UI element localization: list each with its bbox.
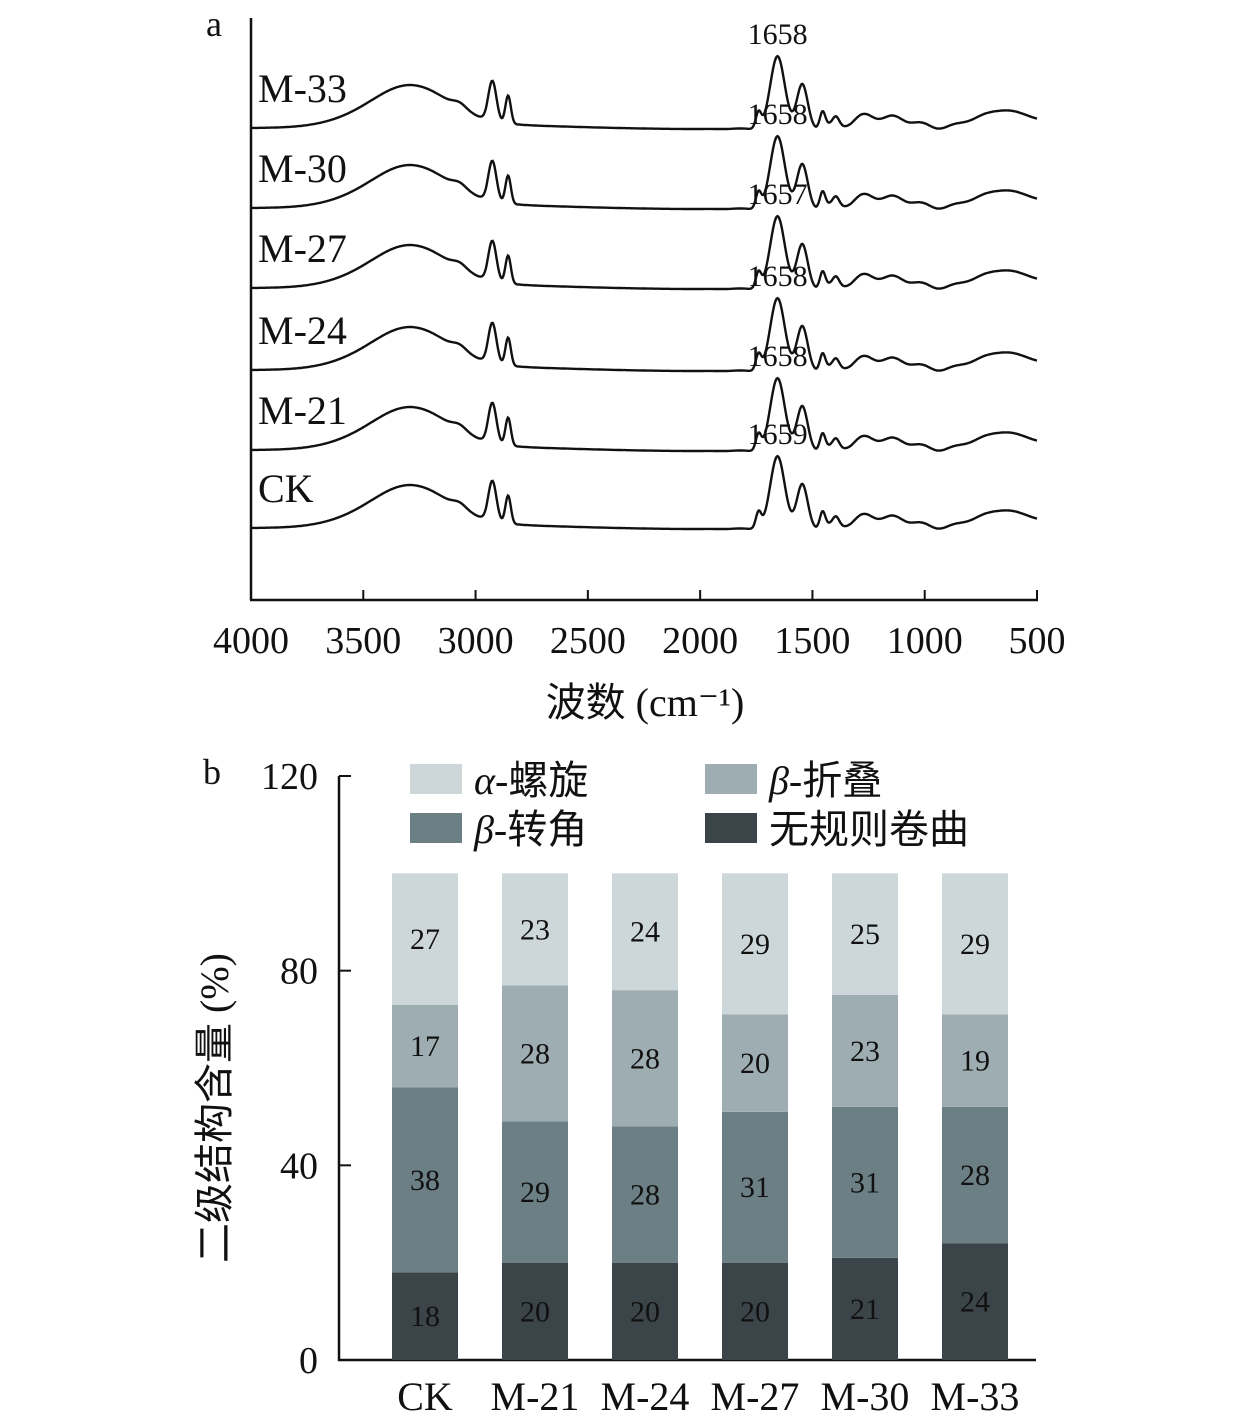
legend-swatch [410, 813, 462, 843]
panel-a-x-tick-label: 3000 [438, 620, 514, 662]
bar-segment-value-label: 25 [850, 918, 880, 951]
bar-segment-value-label: 24 [630, 916, 660, 949]
legend-swatch [410, 764, 462, 794]
bar-segment [502, 985, 568, 1122]
bar-segment-value-label: 31 [740, 1171, 770, 1204]
legend-swatch [705, 813, 757, 843]
spectrum-line [251, 296, 1038, 373]
spectrum-series-label: M-33 [258, 66, 347, 111]
spectrum-line [251, 376, 1038, 453]
bar-segment-value-label: 38 [410, 1164, 440, 1197]
panel-a-x-tick-label: 2000 [662, 620, 738, 662]
panel-b-stacked-bar-chart: b 0 40 80 120 18 38 17 27 20 29 28 23 20 28 28 24 20 31 2… [192, 752, 1036, 1419]
bar-segment-value-label: 21 [850, 1293, 880, 1326]
panel-b-category-label: M-21 [491, 1374, 580, 1419]
bar-segment-value-label: 20 [520, 1295, 550, 1328]
bar-segment [392, 873, 458, 1005]
legend-entry-label: β-折叠 [768, 758, 882, 803]
bar-segment [392, 1272, 458, 1360]
bar-segment-value-label: 28 [520, 1037, 550, 1070]
bar-segment-value-label: 23 [850, 1035, 880, 1068]
spectrum-line [251, 54, 1038, 131]
bar-segment-value-label: 28 [630, 1042, 660, 1075]
bar-segment [832, 995, 898, 1107]
panel-a-letter: a [206, 4, 222, 44]
bar-segment [722, 873, 788, 1015]
bar-segment [942, 1014, 1008, 1107]
panel-a-ftir-chart: a 4000 3500 3000 2500 2000 1500 1000 500 M-33 16… [206, 4, 1066, 725]
bar-segment [722, 1262, 788, 1360]
bar-segment-value-label: 29 [740, 928, 770, 961]
bar-segment [612, 873, 678, 991]
panel-b-category-label: M-30 [821, 1374, 910, 1419]
peak-label: 1658 [748, 260, 808, 293]
peak-label: 1659 [748, 418, 808, 451]
spectrum-line [251, 214, 1038, 291]
bar-segment [502, 1262, 568, 1360]
legend-entry-label: α-螺旋 [474, 758, 588, 803]
spectrum-series-label: CK [258, 466, 314, 511]
panel-a-x-tick-label: 3500 [325, 620, 401, 662]
bar-segment-value-label: 20 [740, 1295, 770, 1328]
bar-segment [612, 1262, 678, 1360]
bar-segment-value-label: 24 [960, 1286, 990, 1319]
panel-b-y-tick-label: 0 [299, 1340, 318, 1382]
panel-b-category-label: CK [397, 1374, 453, 1419]
panel-b-category-label: M-24 [601, 1374, 690, 1419]
peak-label: 1658 [748, 340, 808, 373]
panel-b-category-label: M-33 [931, 1374, 1020, 1419]
peak-label: 1657 [748, 178, 808, 211]
spectrum-line [251, 134, 1038, 211]
bar-segment [612, 1126, 678, 1263]
panel-b-y-tick-label: 40 [280, 1145, 318, 1187]
bar-segment [942, 1243, 1008, 1360]
bar-segment [392, 1087, 458, 1273]
bar-segment-value-label: 31 [850, 1166, 880, 1199]
legend-swatch [705, 764, 757, 794]
peak-label: 1658 [748, 18, 808, 51]
bar-segment-value-label: 23 [520, 913, 550, 946]
bar-segment-value-label: 29 [520, 1176, 550, 1209]
spectrum-series-label: M-27 [258, 226, 347, 271]
bar-segment [832, 1106, 898, 1258]
bar-segment [502, 873, 568, 986]
panel-b-y-tick-label: 80 [280, 951, 318, 993]
bar-segment-value-label: 18 [410, 1300, 440, 1333]
legend-entry-label: β-转角 [473, 807, 587, 852]
bar-segment [722, 1111, 788, 1263]
bar-segment-value-label: 29 [960, 928, 990, 961]
bar-segment [832, 1257, 898, 1360]
panel-a-x-tick-label: 4000 [213, 620, 289, 662]
peak-label: 1658 [748, 98, 808, 131]
bar-segment [832, 873, 898, 995]
panel-a-x-tick-label: 500 [1009, 620, 1066, 662]
bar-segment [612, 990, 678, 1127]
panel-b-letter: b [203, 752, 221, 792]
bar-segment [722, 1014, 788, 1112]
bar-segment [392, 1004, 458, 1088]
bar-segment-value-label: 19 [960, 1045, 990, 1078]
spectrum-series-label: M-24 [258, 308, 347, 353]
bar-segment-value-label: 20 [740, 1047, 770, 1080]
bar-segment-value-label: 28 [630, 1179, 660, 1212]
panel-b-y-tick-label: 120 [261, 756, 318, 798]
bar-segment-value-label: 27 [410, 923, 440, 956]
spectrum-series-label: M-30 [258, 146, 347, 191]
bar-segment-value-label: 17 [410, 1030, 440, 1063]
bar-segment [502, 1121, 568, 1263]
bar-segment [942, 873, 1008, 1015]
panel-a-x-tick-label: 2500 [550, 620, 626, 662]
bar-segment-value-label: 28 [960, 1159, 990, 1192]
spectrum-line [251, 454, 1038, 531]
panel-b-y-axis-title: 二级结构含量 (%) [192, 953, 237, 1263]
panel-a-x-tick-label: 1500 [774, 620, 850, 662]
bar-segment-value-label: 20 [630, 1295, 660, 1328]
bar-segment [942, 1106, 1008, 1244]
spectrum-series-label: M-21 [258, 388, 347, 433]
panel-a-x-axis-title: 波数 (cm⁻¹) [546, 680, 745, 725]
panel-b-category-label: M-27 [711, 1374, 800, 1419]
legend-entry-label: 无规则卷曲 [769, 807, 969, 852]
panel-a-x-tick-label: 1000 [887, 620, 963, 662]
